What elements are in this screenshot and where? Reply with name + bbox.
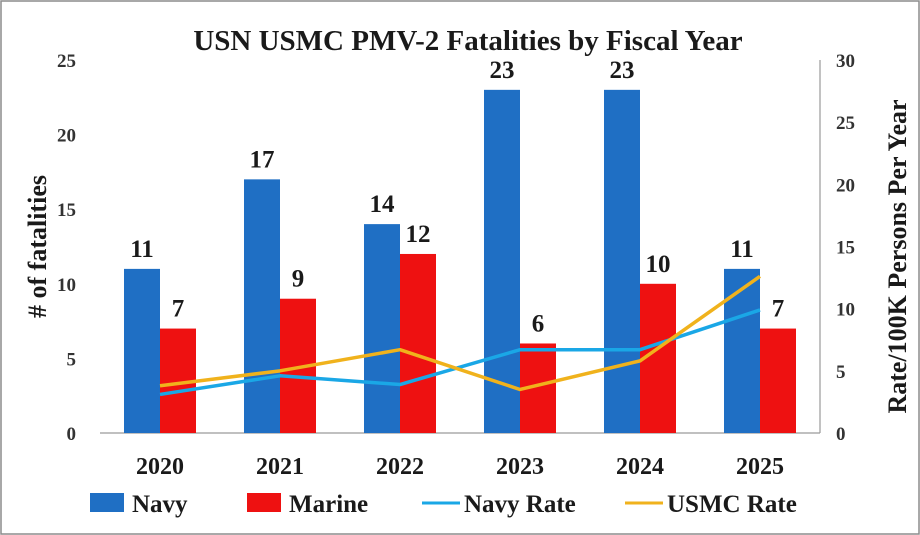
y-axis-label: # of fatalities [23, 175, 52, 318]
x-tick-label: 2025 [736, 454, 784, 480]
data-labels: 11 17 14 23 23 11 7 9 12 6 10 7 [130, 57, 784, 338]
rate-lines [159, 274, 762, 397]
data-label: 23 [610, 57, 635, 84]
legend-label-navy: Navy [132, 491, 188, 518]
bar-navy [364, 224, 400, 433]
data-label: 6 [532, 310, 545, 337]
legend-swatch-marine [247, 493, 281, 512]
bar-navy [124, 268, 160, 433]
line-usmc-rate [159, 274, 762, 392]
data-label: 12 [406, 221, 431, 248]
bar-navy [484, 89, 520, 433]
data-label: 17 [250, 146, 275, 173]
y-tick-label: 5 [67, 349, 77, 370]
y2-tick-label: 15 [836, 238, 855, 259]
data-label: 11 [730, 236, 754, 263]
data-label: 7 [172, 296, 185, 323]
data-label: 23 [490, 57, 515, 84]
bar-navy [244, 179, 280, 433]
y-tick-label: 20 [57, 126, 76, 147]
x-tick-label: 2020 [136, 454, 184, 480]
x-tick-label: 2024 [616, 454, 664, 480]
bar-navy [604, 89, 640, 433]
bar-marine [760, 328, 796, 433]
y2-tick-label: 20 [836, 175, 855, 196]
y2-tick-label: 30 [836, 51, 855, 72]
legend-label-navy-rate: Navy Rate [464, 491, 576, 518]
x-tick-label: 2022 [376, 454, 424, 480]
chart-title: USN USMC PMV-2 Fatalities by Fiscal Year [193, 25, 742, 57]
x-tick-label: 2021 [256, 454, 304, 480]
y2-tick-label: 25 [836, 113, 855, 134]
y-tick-label: 25 [57, 51, 76, 72]
line-navy-rate [159, 308, 761, 397]
data-label: 14 [370, 191, 396, 218]
legend-label-usmc-rate: USMC Rate [667, 491, 797, 518]
legend-label-marine: Marine [289, 491, 368, 518]
y-tick-label: 15 [57, 200, 76, 221]
bar-navy [724, 268, 760, 433]
data-label: 10 [646, 251, 671, 278]
data-label: 7 [772, 296, 785, 323]
bar-marine [400, 253, 436, 433]
y2-tick-label: 0 [836, 424, 846, 445]
y2-axis-label: Rate/100K Persons Per Year [883, 99, 912, 413]
x-tick-label: 2023 [496, 454, 544, 480]
legend-swatch-navy [90, 493, 124, 512]
data-label: 11 [130, 236, 154, 263]
y-tick-label: 10 [57, 275, 76, 296]
data-label: 9 [292, 266, 305, 293]
y2-tick-label: 10 [836, 300, 855, 321]
y2-tick-label: 5 [836, 362, 846, 383]
y-tick-label: 0 [67, 424, 77, 445]
legend: Navy Marine Navy Rate USMC Rate [90, 491, 797, 518]
